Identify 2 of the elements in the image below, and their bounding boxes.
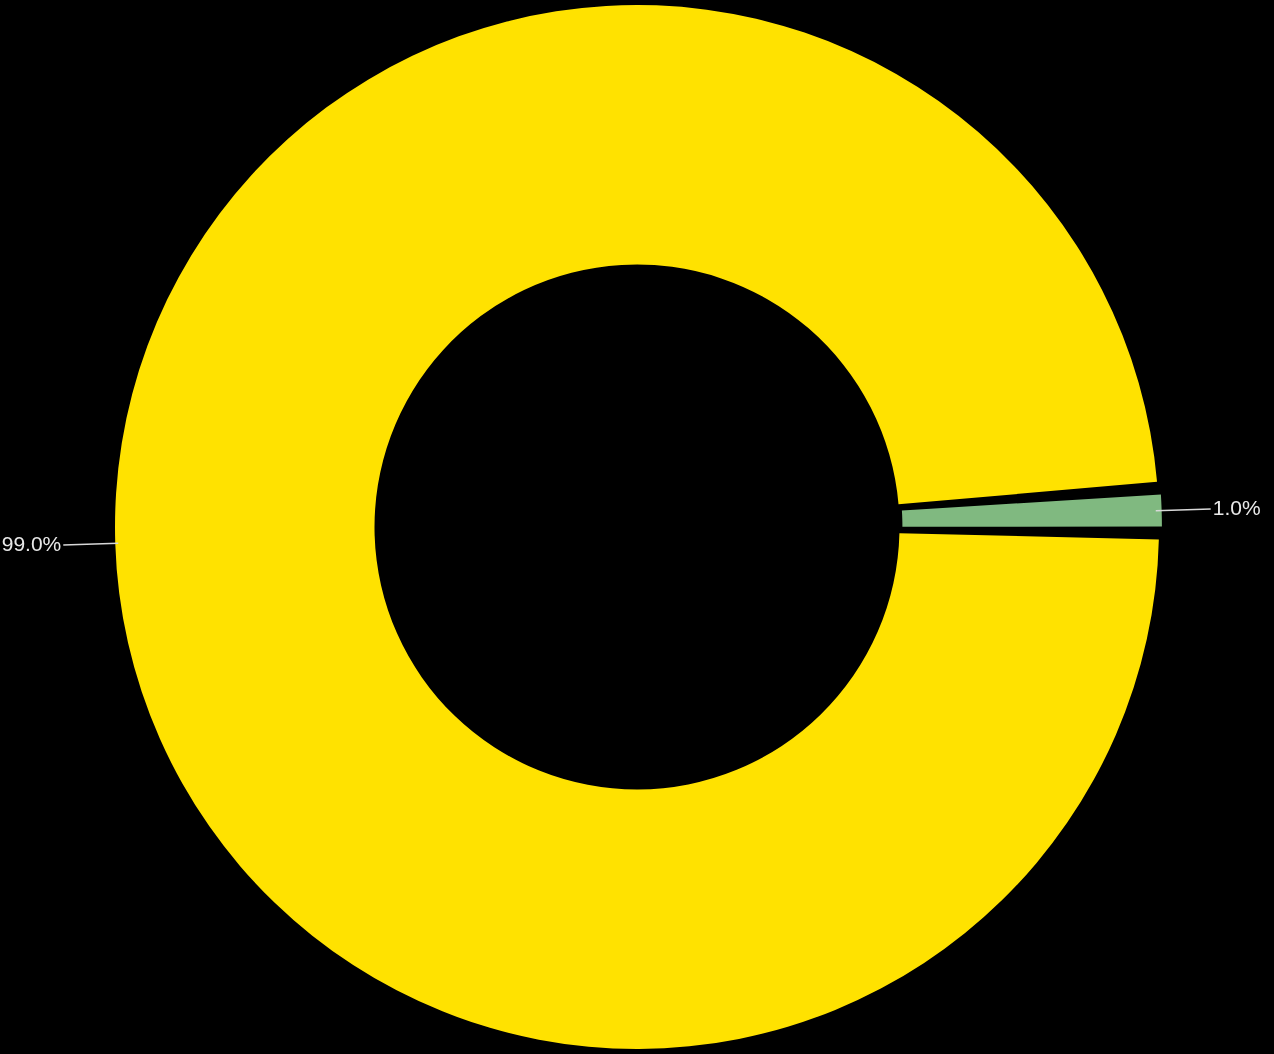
data-label: 1.0% (1212, 495, 1261, 519)
data-label: 99.0% (1, 531, 62, 555)
